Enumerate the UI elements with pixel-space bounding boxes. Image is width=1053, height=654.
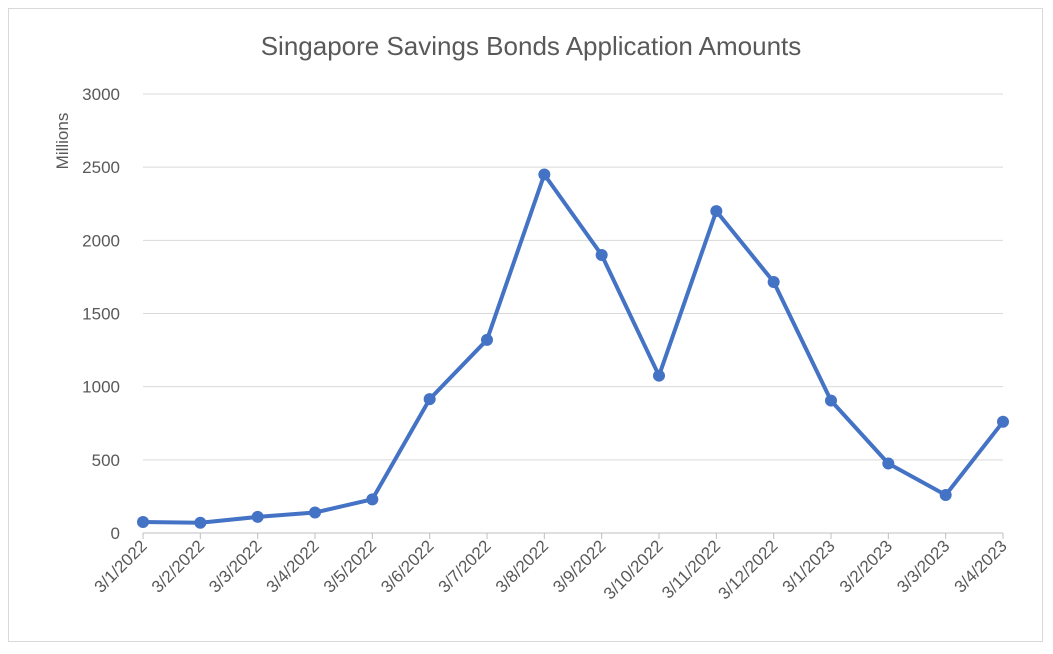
data-point [366, 493, 379, 506]
x-tick-label: 3/9/2022 [549, 536, 609, 596]
y-tick-label-1500: 1500 [82, 305, 120, 324]
x-axis: 3/1/20223/2/20223/3/20223/4/20223/5/2022… [91, 532, 1011, 603]
data-point [481, 333, 493, 346]
data-point [825, 394, 837, 407]
data-point [309, 506, 321, 519]
data-point [423, 393, 436, 406]
chart-title: Singapore Savings Bonds Application Amou… [261, 31, 802, 61]
data-point [538, 168, 551, 181]
data-point [595, 248, 608, 261]
y-tick-label-2000: 2000 [82, 231, 120, 250]
x-tick-label: 3/11/2022 [658, 536, 724, 602]
data-point [939, 488, 952, 501]
x-tick-label: 3/6/2022 [377, 536, 437, 596]
data-point [710, 205, 723, 218]
x-tick-label: 3/8/2022 [492, 536, 552, 596]
data-point [194, 516, 207, 529]
x-tick-label: 3/2/2022 [148, 536, 208, 596]
y-tick-label-2500: 2500 [82, 158, 120, 177]
y-axis-label: Millions [53, 113, 72, 170]
x-tick-label: 3/3/2022 [205, 536, 265, 596]
data-point [997, 415, 1009, 428]
y-tick-label-3000: 3000 [82, 85, 120, 104]
y-tick-label-0: 0 [111, 524, 120, 543]
x-tick-label: 3/4/2023 [951, 536, 1011, 596]
chart-frame [8, 8, 1043, 642]
x-tick-label: 3/5/2022 [320, 536, 380, 596]
y-tick-label-1000: 1000 [82, 378, 120, 397]
x-tick-label: 3/4/2022 [263, 536, 323, 596]
data-point [137, 516, 149, 529]
x-tick-label: 3/3/2023 [893, 536, 953, 596]
y-tick-label-500: 500 [92, 451, 120, 470]
gridlines [143, 93, 1003, 461]
x-tick-label: 3/10/2022 [600, 536, 667, 603]
x-tick-label: 3/7/2022 [435, 536, 495, 596]
data-point [251, 510, 264, 523]
data-point [653, 369, 665, 382]
data-point [767, 276, 780, 289]
x-tick-label: 3/12/2022 [715, 536, 782, 603]
series-line [141, 172, 1005, 525]
data-point [882, 457, 895, 470]
series-layer [137, 168, 1009, 529]
x-tick-label: 3/1/2022 [91, 536, 151, 596]
x-tick-label: 3/1/2023 [779, 536, 839, 596]
x-tick-label: 3/2/2023 [836, 536, 896, 596]
y-axis-ticks: 0 500 1000 1500 2000 2500 3000 [82, 85, 120, 543]
